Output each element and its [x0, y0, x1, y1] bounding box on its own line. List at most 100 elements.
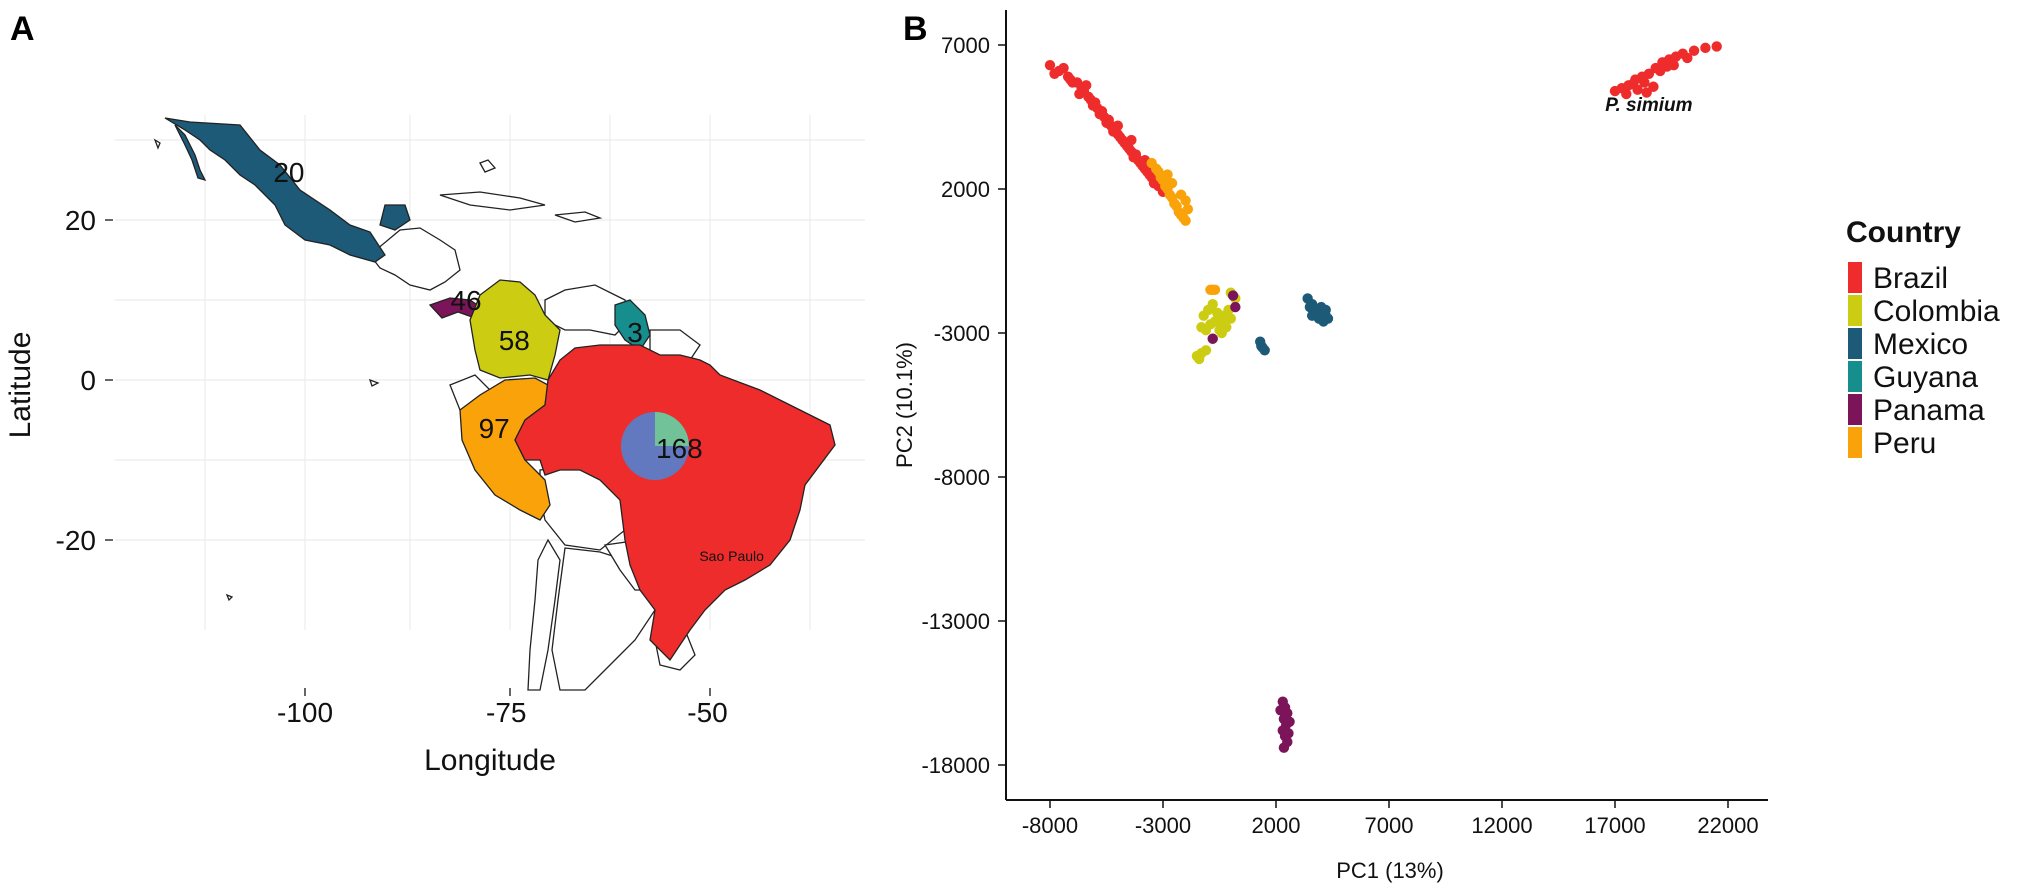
pca-point-panama — [1283, 728, 1294, 739]
map-y-axis-title: Latitude — [4, 332, 37, 439]
country-mexico — [164, 117, 386, 263]
legend-swatch-colombia — [1848, 295, 1862, 326]
pca-y-tick-label: 2000 — [941, 177, 990, 202]
map-x-tick-label: -50 — [687, 697, 727, 728]
map-y-tick-label: 0 — [80, 365, 96, 396]
map-x-tick-label: -100 — [277, 697, 333, 728]
pca-y-tick-label: -18000 — [921, 753, 990, 778]
pca-point-mexico — [1256, 340, 1267, 352]
pca-point-brazil — [1643, 68, 1655, 80]
panel-b-letter: B — [903, 10, 928, 48]
map-y-tick-label: 20 — [65, 205, 96, 236]
legend-swatch-peru — [1848, 427, 1862, 458]
pca-x-tick-label: -8000 — [1022, 813, 1078, 838]
pca-point-brazil — [1627, 78, 1639, 90]
sample-count-colombia: 58 — [499, 325, 530, 356]
pca-point-colombia — [1207, 299, 1218, 310]
pca-point-colombia — [1209, 316, 1221, 327]
country-guyana — [614, 299, 651, 351]
map-x-tick-label: -75 — [486, 697, 526, 728]
pca-point-colombia — [1216, 327, 1227, 339]
pca-point-peru — [1151, 163, 1162, 175]
pca-y-axis-title: PC2 (10.1%) — [892, 342, 917, 468]
pca-x-tick-label: 22000 — [1697, 813, 1758, 838]
pca-point-peru — [1164, 189, 1175, 200]
sample-count-brazil: 168 — [656, 433, 703, 464]
pca-point-peru — [1178, 212, 1189, 223]
country-colombia — [469, 279, 561, 381]
sao-paulo-label: Sao Paulo — [699, 548, 764, 564]
sample-count-guyana: 3 — [627, 317, 643, 348]
p-simium-label: P. simium — [1605, 95, 1692, 116]
pca-point-brazil — [1700, 42, 1711, 54]
pca-point-brazil — [1049, 68, 1060, 80]
pca-point-brazil — [1065, 74, 1076, 85]
pie-slice-green — [655, 412, 689, 446]
pca-y-tick-label: -8000 — [934, 465, 990, 490]
pca-x-tick-label: 7000 — [1365, 813, 1414, 838]
country-brazil — [514, 344, 836, 662]
pca-point-brazil — [1141, 166, 1153, 177]
pca-point-panama — [1275, 705, 1286, 716]
legend-label-mexico: Mexico — [1873, 328, 1968, 361]
sample-count-peru: 97 — [479, 413, 510, 444]
pca-point-brazil — [1711, 41, 1722, 52]
pca-point-brazil — [1688, 45, 1700, 56]
pca-x-tick-label: 17000 — [1584, 813, 1645, 838]
legend-swatch-mexico — [1848, 328, 1862, 359]
pca-point-colombia — [1193, 353, 1205, 365]
pca-x-tick-label: -3000 — [1135, 813, 1191, 838]
pca-point-colombia — [1200, 345, 1212, 356]
pca-point-brazil — [1682, 52, 1693, 64]
sample-count-panama: 46 — [450, 285, 481, 316]
pca-point-brazil — [1648, 81, 1659, 92]
pca-point-panama — [1284, 716, 1295, 727]
pca-y-tick-label: -3000 — [934, 321, 990, 346]
pca-point-brazil — [1126, 134, 1137, 146]
legend-label-peru: Peru — [1873, 427, 1936, 460]
pca-point-brazil — [1074, 88, 1085, 100]
legend-swatch-brazil — [1848, 262, 1862, 293]
map-panel: 20 46 58 3 97 168 Sao Paulo -100 -75 -50 -20 0 20 L… — [4, 115, 865, 777]
pca-point-brazil — [1668, 59, 1679, 71]
pca-point-brazil — [1094, 108, 1105, 120]
pca-point-brazil — [1058, 62, 1069, 74]
pca-point-panama — [1227, 290, 1239, 301]
pca-point-brazil — [1114, 131, 1126, 143]
pca-point-brazil — [1080, 80, 1092, 91]
pca-point-peru — [1182, 203, 1194, 215]
pca-point-brazil — [1148, 178, 1160, 189]
legend-swatch-guyana — [1848, 361, 1862, 392]
legend-swatch-panama — [1848, 394, 1862, 425]
pca-point-panama — [1207, 333, 1218, 344]
pca-x-tick-label: 2000 — [1252, 813, 1301, 838]
map-x-axis-title: Longitude — [424, 744, 556, 777]
pca-point-panama — [1230, 301, 1241, 313]
pca-y-tick-label: 7000 — [941, 33, 990, 58]
pca-point-brazil — [1639, 77, 1650, 88]
pca-point-peru — [1175, 189, 1187, 200]
pca-point-brazil — [1101, 117, 1112, 128]
legend-label-guyana: Guyana — [1873, 361, 1978, 394]
pca-point-brazil — [1087, 100, 1099, 111]
pca-point-peru — [1166, 178, 1178, 189]
pca-point-panama — [1278, 742, 1290, 753]
pca-point-mexico — [1306, 310, 1318, 321]
pca-y-tick-label: -13000 — [921, 609, 990, 634]
sample-count-mexico: 20 — [273, 157, 304, 188]
legend-label-colombia: Colombia — [1873, 295, 2000, 328]
legend-title: Country — [1846, 216, 1961, 249]
pca-point-mexico — [1322, 313, 1334, 324]
pca-point-peru — [1162, 169, 1173, 180]
legend-label-brazil: Brazil — [1873, 262, 1948, 295]
pca-x-axis-title: PC1 (13%) — [1336, 858, 1444, 883]
brazil-pie-chart — [621, 412, 689, 480]
pca-x-tick-label: 12000 — [1471, 813, 1532, 838]
pca-point-brazil — [1621, 88, 1632, 100]
pca-point-brazil — [1083, 91, 1094, 103]
panel-a-letter: A — [10, 10, 35, 48]
pca-point-brazil — [1112, 120, 1124, 131]
pca-panel: -8000 -3000 2000 7000 12000 17000 22000 7000 200… — [892, 10, 1768, 883]
map-y-tick-label: -20 — [56, 525, 96, 556]
